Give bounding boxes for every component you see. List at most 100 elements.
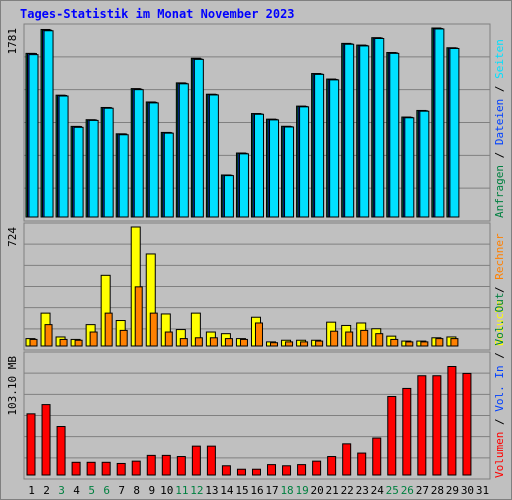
x-axis-label-day-7: 7 <box>118 484 125 497</box>
bar-volumen-day-29 <box>447 366 457 476</box>
x-axis-label-day-5: 5 <box>88 484 95 497</box>
bar-seiten-day-25 <box>389 52 400 218</box>
x-axis-label-day-28: 28 <box>431 484 444 497</box>
bar-rechner-day-7 <box>119 329 128 347</box>
bar-rechner-day-23 <box>360 329 369 347</box>
chart-title: Tages-Statistik im Monat November 2023 <box>20 7 295 21</box>
x-axis-label-day-24: 24 <box>371 484 385 497</box>
x-axis-label-day-4: 4 <box>73 484 80 497</box>
bar-seiten-day-5 <box>88 119 99 218</box>
bar-volumen-day-11 <box>176 456 186 476</box>
legend-item-rechner: Rechner <box>493 233 506 280</box>
bar-volumen-day-6 <box>101 461 111 476</box>
bar-seiten-day-23 <box>359 45 370 218</box>
bar-seiten-day-6 <box>103 107 114 218</box>
bar-volumen-day-23 <box>357 452 367 476</box>
bar-seiten-day-21 <box>329 79 340 218</box>
bar-rechner-day-28 <box>435 338 444 347</box>
x-axis-label-day-14: 14 <box>220 484 234 497</box>
y-axis-max-label: 103.10 MB <box>6 356 19 416</box>
bar-rechner-day-19 <box>300 341 309 347</box>
x-axis-label-day-8: 8 <box>133 484 140 497</box>
x-axis-label-day-25: 25 <box>386 484 399 497</box>
bar-rechner-day-6 <box>104 312 113 347</box>
y-axis-max-label: 1781 <box>6 28 19 55</box>
x-axis-label-day-22: 22 <box>341 484 354 497</box>
bar-rechner-day-20 <box>315 340 324 347</box>
bar-rechner-day-16 <box>254 322 263 347</box>
bar-seiten-day-3 <box>58 95 69 218</box>
bar-rechner-day-22 <box>345 331 354 347</box>
bar-rechner-day-9 <box>149 312 158 347</box>
bar-volumen-day-30 <box>462 372 472 476</box>
bar-seiten-day-28 <box>434 28 445 218</box>
bar-rechner-day-18 <box>285 341 294 347</box>
bar-rechner-day-24 <box>375 333 384 347</box>
x-axis-label-day-3: 3 <box>58 484 65 497</box>
bar-volumen-day-21 <box>327 456 337 476</box>
bar-seiten-day-27 <box>419 110 430 218</box>
x-axis-label-day-11: 11 <box>175 484 188 497</box>
bar-volumen-day-24 <box>372 437 382 476</box>
bar-seiten-day-15 <box>238 153 249 218</box>
bar-volumen-day-9 <box>146 454 156 476</box>
bar-rechner-day-11 <box>179 338 188 347</box>
bar-seiten-day-11 <box>178 83 189 218</box>
bar-volumen-day-7 <box>116 462 126 476</box>
x-axis-label-day-20: 20 <box>311 484 324 497</box>
x-axis-label-day-16: 16 <box>250 484 263 497</box>
x-axis-label-day-19: 19 <box>295 484 308 497</box>
bar-seiten-day-12 <box>193 58 204 218</box>
bar-seiten-day-26 <box>404 117 415 218</box>
bar-seiten-day-9 <box>148 102 159 218</box>
x-axis-label-day-18: 18 <box>280 484 293 497</box>
bar-rechner-day-27 <box>420 341 429 347</box>
legend-item-seiten: Seiten <box>493 39 506 79</box>
bar-seiten-day-18 <box>284 126 295 218</box>
bar-seiten-day-17 <box>269 119 280 218</box>
bar-rechner-day-13 <box>209 337 218 347</box>
legend-panel-2: Besuche / Rechner <box>493 233 506 346</box>
bar-seiten-day-4 <box>73 126 84 218</box>
bar-volumen-day-26 <box>402 387 412 476</box>
legend-item-volumen: Volumen <box>493 432 506 478</box>
bar-volumen-day-8 <box>131 460 141 476</box>
bar-rechner-day-8 <box>134 286 143 347</box>
bar-volumen-day-3 <box>56 426 66 476</box>
x-axis-label-day-10: 10 <box>160 484 173 497</box>
x-axis-label-day-2: 2 <box>43 484 50 497</box>
bar-seiten-day-29 <box>449 47 460 218</box>
bar-rechner-day-1 <box>29 338 38 347</box>
legend-item-besuche: Besuche <box>493 300 506 346</box>
bar-rechner-day-29 <box>450 338 459 347</box>
bar-rechner-day-26 <box>405 341 414 347</box>
bar-seiten-day-10 <box>163 132 174 218</box>
bar-volumen-day-17 <box>267 464 277 476</box>
legend-item-anfragen: Anfragen <box>493 165 506 218</box>
legend-separator: / <box>493 346 506 366</box>
legend-item-vol-in: Vol. In <box>493 365 506 411</box>
bar-volumen-day-19 <box>297 464 307 476</box>
legend-separator: / <box>493 280 506 300</box>
x-axis-label-day-15: 15 <box>235 484 248 497</box>
bar-volumen-day-2 <box>41 404 51 476</box>
bar-rechner-day-15 <box>239 338 248 347</box>
bar-rechner-day-5 <box>89 331 98 347</box>
bar-seiten-day-20 <box>314 73 325 218</box>
legend-item-vol-out: Vol. Out <box>493 293 506 346</box>
bar-seiten-day-2 <box>43 30 54 218</box>
bar-seiten-day-14 <box>223 175 234 218</box>
bar-rechner-day-17 <box>270 342 279 347</box>
x-axis-label-day-30: 30 <box>461 484 474 497</box>
x-axis-label-day-29: 29 <box>446 484 459 497</box>
x-axis-label-day-21: 21 <box>326 484 339 497</box>
bar-rechner-day-10 <box>164 331 173 347</box>
bar-seiten-day-8 <box>133 89 144 218</box>
bar-volumen-day-27 <box>417 375 427 476</box>
x-axis-label-day-6: 6 <box>103 484 110 497</box>
legend-separator: / <box>493 145 506 165</box>
legend-item-dateien: Dateien <box>493 99 506 145</box>
bar-seiten-day-22 <box>344 43 355 218</box>
x-axis-label-day-31: 31 <box>476 484 489 497</box>
bar-volumen-day-5 <box>86 461 96 476</box>
